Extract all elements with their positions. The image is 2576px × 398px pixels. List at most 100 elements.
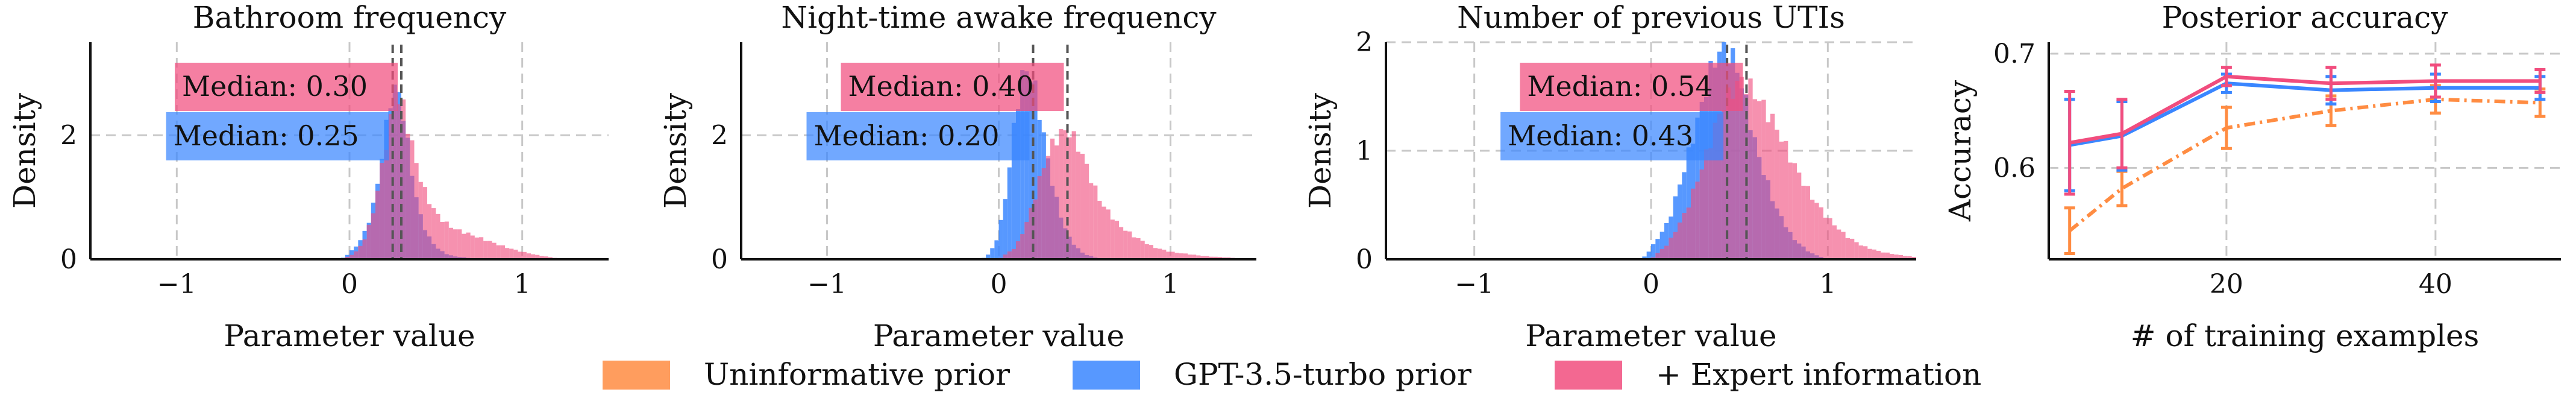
histogram-bar-expert	[410, 140, 415, 259]
median-label-box	[841, 63, 1064, 111]
histogram-bar-expert	[1704, 149, 1709, 259]
legend-item: + Expert information	[1555, 357, 1981, 392]
histogram-bar-expert	[1784, 141, 1788, 259]
histogram-bar-expert	[544, 256, 548, 259]
histogram-bar-expert	[522, 251, 527, 259]
histogram-bar-expert	[1810, 200, 1815, 259]
median-label: Median: 0.25	[166, 112, 389, 160]
histogram-bar-expert	[1114, 221, 1119, 259]
x-tick-label: −1	[807, 269, 847, 300]
histogram-bar-expert	[492, 242, 497, 259]
histogram-bar-expert	[418, 182, 423, 259]
median-label: Median: 0.20	[806, 112, 1030, 160]
histogram-bar-expert	[1024, 222, 1029, 259]
histogram-bar-expert	[1016, 241, 1021, 259]
x-tick-label: 1	[514, 269, 531, 300]
histogram-bar-expert	[1823, 217, 1828, 259]
histogram-bar-expert	[1797, 172, 1802, 259]
y-tick-label: 2	[711, 120, 728, 151]
histogram-bar-expert	[401, 99, 406, 259]
histogram-bar-expert	[1757, 101, 1762, 259]
histogram-bar-expert	[1832, 225, 1837, 259]
histogram-bar-expert	[1140, 241, 1145, 259]
histogram-bar-expert	[440, 222, 445, 259]
x-tick-label: −1	[157, 269, 196, 300]
y-axis-label: Accuracy	[1943, 80, 1978, 222]
histogram-bar-expert	[1196, 255, 1201, 259]
histogram-bar-expert	[427, 204, 432, 259]
histogram-bar-expert	[474, 237, 479, 259]
histogram-bar-expert	[1761, 100, 1766, 259]
histogram-bar-expert	[1123, 230, 1128, 259]
histogram-bar-expert	[487, 241, 492, 259]
accuracy-panel: 20 40 0.6 0.7 Posterior accuracy # of trainin…	[1943, 0, 2561, 353]
svg-text:Median: 0.25: Median: 0.25	[174, 119, 359, 152]
histogram-bar-gpt	[1678, 184, 1682, 259]
histogram-bar-expert	[1037, 175, 1042, 259]
histogram-bar-expert	[1726, 87, 1731, 259]
histogram-bar-gpt	[349, 250, 354, 259]
svg-text:Median: 0.20: Median: 0.20	[814, 119, 1000, 152]
histogram-bar-expert	[1713, 122, 1717, 259]
histogram-bar-expert	[1136, 238, 1141, 259]
legend-label: Uninformative prior	[704, 357, 1010, 392]
histogram-bar-gpt	[1024, 71, 1029, 259]
histogram-bar-expert	[406, 133, 410, 259]
histogram-bar-expert	[1788, 162, 1793, 259]
svg-text:Median: 0.43: Median: 0.43	[1508, 119, 1693, 152]
histogram-bar-expert	[1119, 227, 1124, 259]
x-tick-label: 0	[991, 269, 1008, 300]
histogram-bar-expert	[1106, 209, 1111, 259]
histogram-bar-gpt	[990, 248, 995, 259]
y-axis-label: Density	[658, 92, 693, 209]
x-axis-label: Parameter value	[224, 318, 475, 353]
histogram-bar-expert	[1792, 163, 1797, 259]
histogram-bar-expert	[354, 251, 359, 259]
histogram-bar-expert	[1699, 169, 1704, 259]
density-panel-1: Median: 0.30 Median: 0.25 −1 0 1 0 2 Bathroom f…	[7, 0, 609, 353]
median-label-box	[806, 112, 1030, 160]
median-label: Median: 0.54	[1520, 63, 1743, 111]
histogram-bar-expert	[1854, 242, 1859, 259]
histogram-bar-expert	[1766, 122, 1770, 259]
histogram-bar-expert	[483, 241, 488, 259]
histogram-bar-expert	[1911, 256, 1916, 259]
histogram-bar-expert	[1011, 248, 1016, 259]
histogram-bar-expert	[371, 213, 375, 259]
histogram-bar-gpt	[1655, 239, 1660, 259]
histogram-bar-expert	[1894, 254, 1899, 259]
y-tick-label: 2	[60, 120, 77, 151]
histogram-bar-expert	[1867, 248, 1872, 259]
histogram-bar-gpt	[1642, 256, 1647, 259]
histogram-bar-expert	[1055, 145, 1059, 259]
svg-text:Median: 0.40: Median: 0.40	[848, 70, 1034, 103]
median-label-box	[166, 112, 389, 160]
histogram-bar-expert	[1110, 220, 1115, 259]
legend-swatch	[603, 361, 670, 390]
histogram-bar-expert	[1691, 188, 1696, 259]
histogram-bar-expert	[1814, 203, 1819, 259]
series-1	[2064, 84, 2546, 256]
histogram-bar-expert	[509, 248, 514, 259]
histogram-bar-expert	[1801, 185, 1806, 259]
histogram-bar-gpt	[1011, 122, 1016, 259]
panel-title: Number of previous UTIs	[1457, 0, 1845, 35]
y-axis-label: Density	[1303, 92, 1338, 209]
x-axis-label: Parameter value	[873, 318, 1124, 353]
histogram-bar-expert	[1102, 206, 1106, 259]
histogram-bar-gpt	[1664, 223, 1669, 259]
histogram-bar-expert	[1708, 148, 1713, 259]
histogram-bar-expert	[513, 250, 518, 259]
histogram-bar-expert	[470, 235, 475, 259]
histogram-bar-gpt	[1033, 80, 1038, 259]
histogram-bar-expert	[1770, 113, 1775, 259]
histogram-bar-expert	[358, 245, 363, 259]
y-tick-label: 2	[1356, 27, 1373, 58]
histogram-bar-expert	[396, 104, 401, 259]
histogram-bar-expert	[1881, 252, 1885, 259]
histogram-bar-expert	[531, 254, 536, 259]
legend-swatch	[1073, 361, 1140, 390]
histogram-bar-expert	[422, 187, 427, 259]
histogram-bar-expert	[1858, 245, 1863, 259]
histogram-bar-gpt	[998, 220, 1003, 259]
